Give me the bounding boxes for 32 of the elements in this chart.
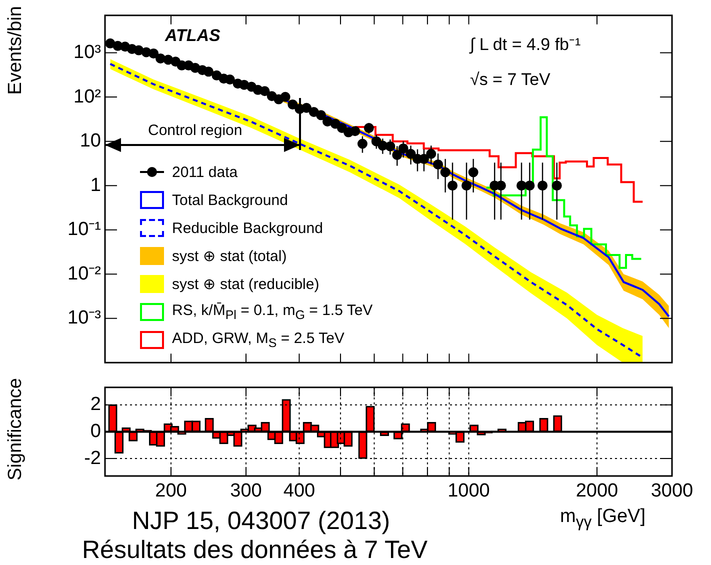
legend-label: RS, k/M̄$_{Pl}$ = 0.1, m$_{G}$ = 1.5 TeV <box>172 302 373 322</box>
y-tick-label: -2 <box>84 448 101 469</box>
y-tick-label: 10³ <box>74 42 101 64</box>
x-tick-label: 2000 <box>576 480 618 502</box>
y-tick-label: 10⁻¹ <box>68 219 101 240</box>
y-tick-label: 2 <box>90 394 101 416</box>
annotation: ∫ L dt = 4.9 fb⁻¹ <box>470 34 581 55</box>
legend-label: ADD, GRW, M$_{S}$ = 2.5 TeV <box>172 330 344 350</box>
legend-label: Total Background <box>172 192 288 208</box>
x-tick-label: 300 <box>230 480 262 502</box>
y-tick-label: 10⁻² <box>68 263 101 284</box>
y-tick-label: 10⁻³ <box>68 308 101 329</box>
legend-label: syst ⊕ stat (reducible) <box>172 275 320 293</box>
legend-label: 2011 data <box>172 164 238 180</box>
text: NJP 15, 043007 (2013) <box>132 507 390 536</box>
x-axis-title: m$_{γγ}$ [GeV] <box>560 506 646 531</box>
x-tick-label: 3000 <box>650 480 694 502</box>
legend-label: syst ⊕ stat (total) <box>172 247 287 265</box>
y-axis-title: Events/bin <box>5 6 26 95</box>
text: Résultats des données à 7 TeV <box>82 536 428 565</box>
y-tick-label: 10 <box>80 130 101 152</box>
y-tick-label: 0 <box>90 420 101 442</box>
x-tick-label: 200 <box>155 480 187 502</box>
annotation: Control region <box>148 122 242 139</box>
annotation: ATLAS <box>165 26 220 46</box>
annotation: √s = 7 TeV <box>470 70 550 90</box>
y-axis-title: Significance <box>5 378 26 480</box>
legend-label: Reducible Background <box>172 220 323 236</box>
x-tick-label: 1000 <box>448 480 490 502</box>
y-tick-label: 10² <box>74 86 101 108</box>
y-tick-label: 1 <box>90 174 101 196</box>
x-tick-label: 400 <box>283 480 316 502</box>
